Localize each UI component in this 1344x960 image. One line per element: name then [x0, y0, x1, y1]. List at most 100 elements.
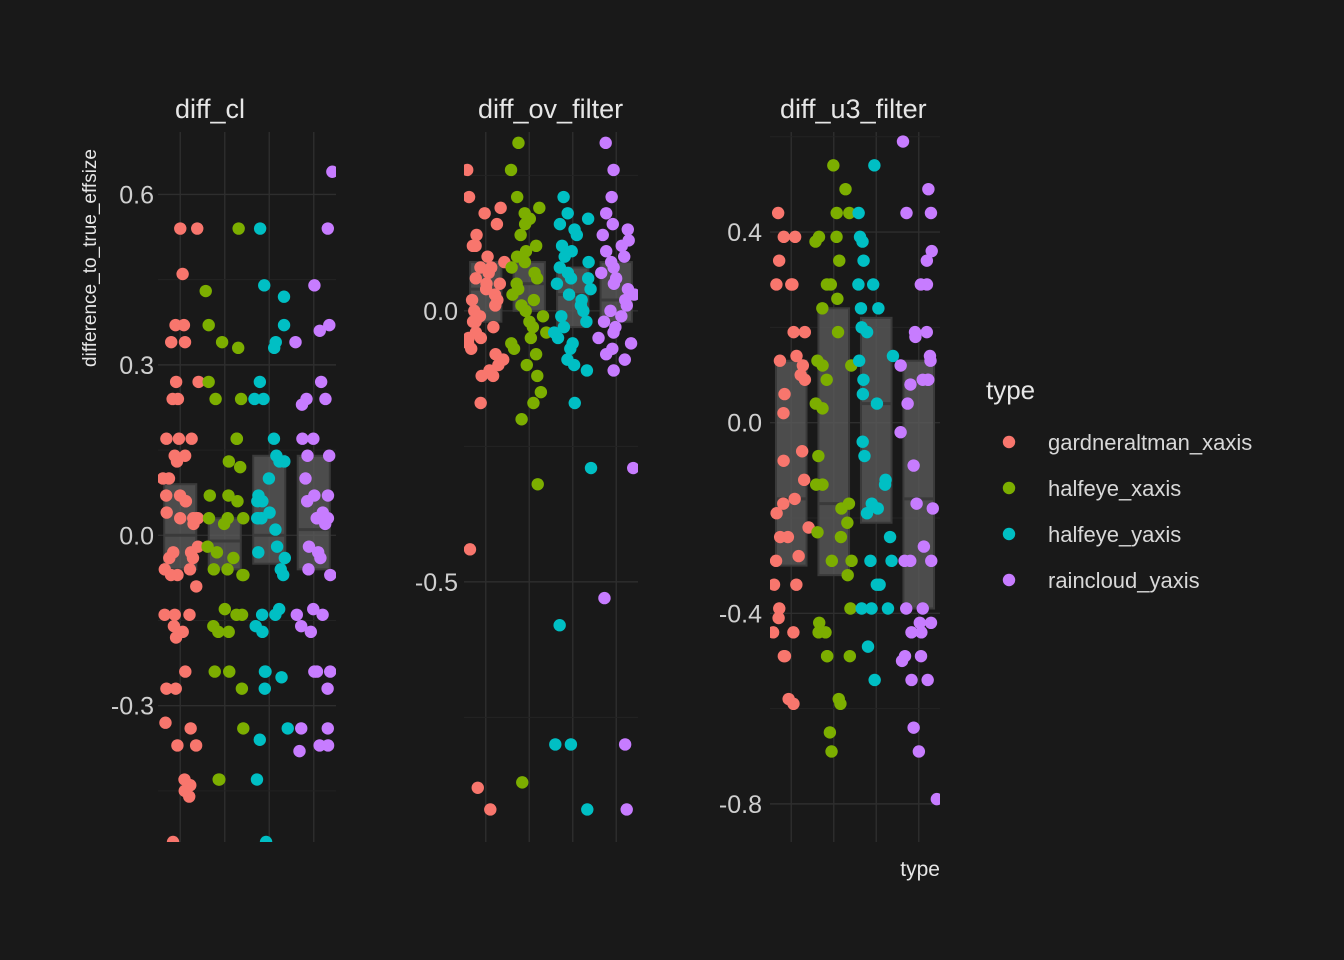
- point-gardneraltman_xaxis: [192, 375, 205, 389]
- point-halfeye_yaxis: [267, 341, 281, 355]
- point-halfeye_yaxis: [248, 392, 261, 406]
- point-halfeye_yaxis: [278, 551, 292, 565]
- point-halfeye_yaxis: [568, 396, 581, 410]
- point-raincloud_yaxis: [624, 337, 638, 350]
- point-gardneraltman_xaxis: [183, 608, 196, 621]
- point-halfeye_xaxis: [816, 402, 829, 415]
- point-halfeye_xaxis: [202, 512, 216, 525]
- point-halfeye_xaxis: [519, 245, 533, 258]
- point-halfeye_xaxis: [530, 272, 544, 285]
- point-gardneraltman_xaxis: [773, 602, 786, 615]
- point-raincloud_yaxis: [904, 378, 917, 391]
- point-gardneraltman_xaxis: [790, 349, 803, 363]
- point-raincloud_yaxis: [301, 449, 314, 462]
- point-halfeye_xaxis: [504, 163, 518, 177]
- point-halfeye_yaxis: [852, 354, 866, 367]
- point-halfeye_yaxis: [584, 282, 597, 296]
- point-gardneraltman_xaxis: [792, 549, 805, 563]
- point-halfeye_xaxis: [208, 665, 221, 678]
- point-raincloud_yaxis: [300, 495, 314, 508]
- point-gardneraltman_xaxis: [469, 239, 482, 253]
- point-raincloud_yaxis: [313, 324, 326, 337]
- point-halfeye_xaxis: [830, 230, 843, 244]
- point-raincloud_yaxis: [620, 299, 633, 312]
- point-raincloud_yaxis: [307, 432, 320, 445]
- point-gardneraltman_xaxis: [471, 781, 484, 795]
- point-raincloud_yaxis: [321, 739, 335, 752]
- legend-label: halfeye_yaxis: [1048, 522, 1181, 547]
- point-halfeye_yaxis: [580, 364, 594, 377]
- point-halfeye_yaxis: [861, 640, 875, 653]
- point-halfeye_yaxis: [258, 279, 271, 292]
- point-halfeye_yaxis: [257, 392, 270, 406]
- point-raincloud_yaxis: [607, 277, 621, 290]
- point-halfeye_xaxis: [212, 625, 225, 639]
- point-halfeye_xaxis: [529, 348, 543, 361]
- point-halfeye_yaxis: [251, 512, 264, 525]
- point-raincloud_yaxis: [323, 318, 336, 332]
- point-raincloud_yaxis: [618, 250, 631, 263]
- point-halfeye_yaxis: [855, 602, 868, 615]
- point-halfeye_yaxis: [562, 288, 576, 301]
- point-gardneraltman_xaxis: [475, 369, 488, 383]
- point-gardneraltman_xaxis: [474, 396, 487, 410]
- point-gardneraltman_xaxis: [770, 507, 783, 520]
- point-halfeye_xaxis: [518, 255, 532, 269]
- point-raincloud_yaxis: [322, 449, 336, 462]
- box-halfeye_xaxis: [817, 307, 851, 577]
- point-halfeye_xaxis: [519, 304, 532, 318]
- point-gardneraltman_xaxis: [788, 492, 801, 506]
- point-halfeye_yaxis: [857, 254, 870, 267]
- point-halfeye_xaxis: [529, 239, 543, 253]
- point-halfeye_xaxis: [820, 278, 834, 291]
- point-gardneraltman_xaxis: [771, 206, 785, 220]
- point-raincloud_yaxis: [930, 792, 940, 806]
- point-halfeye_xaxis: [813, 616, 826, 630]
- point-halfeye_yaxis: [878, 478, 892, 491]
- facet-title: diff_ov_filter: [478, 94, 623, 124]
- point-halfeye_yaxis: [281, 722, 294, 735]
- point-halfeye_yaxis: [858, 449, 871, 463]
- point-gardneraltman_xaxis: [167, 619, 181, 633]
- point-halfeye_yaxis: [570, 228, 584, 242]
- point-raincloud_yaxis: [607, 163, 620, 177]
- point-gardneraltman_xaxis: [158, 608, 171, 621]
- point-halfeye_yaxis: [555, 239, 569, 253]
- point-gardneraltman_xaxis: [466, 315, 480, 328]
- point-raincloud_yaxis: [914, 278, 928, 291]
- point-raincloud_yaxis: [302, 563, 315, 576]
- point-raincloud_yaxis: [924, 206, 938, 220]
- point-halfeye_xaxis: [217, 517, 231, 531]
- point-halfeye_yaxis: [270, 540, 284, 553]
- point-gardneraltman_xaxis: [172, 432, 186, 445]
- point-halfeye_yaxis: [860, 325, 874, 339]
- point-raincloud_yaxis: [314, 551, 327, 565]
- point-halfeye_xaxis: [825, 554, 839, 568]
- point-halfeye_yaxis: [564, 738, 578, 751]
- point-gardneraltman_xaxis: [158, 472, 170, 485]
- point-halfeye_xaxis: [831, 292, 844, 305]
- point-gardneraltman_xaxis: [190, 580, 203, 593]
- point-halfeye_xaxis: [231, 495, 244, 508]
- point-gardneraltman_xaxis: [187, 517, 200, 531]
- point-gardneraltman_xaxis: [179, 495, 193, 508]
- point-raincloud_yaxis: [901, 397, 914, 410]
- point-halfeye_yaxis: [580, 315, 593, 328]
- point-raincloud_yaxis: [922, 182, 935, 196]
- point-halfeye_yaxis: [253, 733, 266, 746]
- point-raincloud_yaxis: [290, 608, 304, 621]
- point-halfeye_xaxis: [237, 568, 250, 582]
- point-raincloud_yaxis: [316, 608, 329, 621]
- point-gardneraltman_xaxis: [770, 578, 781, 591]
- point-raincloud_yaxis: [304, 625, 318, 639]
- point-halfeye_yaxis: [253, 222, 267, 235]
- point-halfeye_xaxis: [830, 206, 843, 220]
- point-raincloud_yaxis: [925, 554, 938, 568]
- point-raincloud_yaxis: [917, 540, 931, 553]
- point-gardneraltman_xaxis: [464, 543, 477, 556]
- point-raincloud_yaxis: [599, 136, 612, 150]
- point-raincloud_yaxis: [600, 207, 613, 220]
- point-raincloud_yaxis: [913, 616, 926, 630]
- point-halfeye_yaxis: [567, 358, 581, 372]
- facets-layer: -0.3 0.0 0.3 0.6 diff_cl -0.5 0.0 diff_ov_filte…: [111, 94, 940, 842]
